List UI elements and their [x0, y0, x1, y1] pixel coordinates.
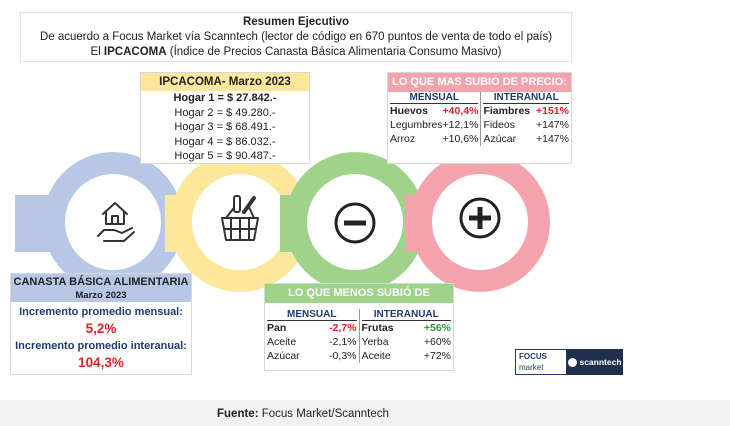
item-name: Arroz: [390, 133, 416, 145]
mas-subio-title: LO QUE MAS SUBIÓ DE PRECIO:: [388, 73, 571, 92]
footer-source: Fuente: Focus Market/Scanntech: [217, 408, 389, 420]
ipcacoma-row: Hogar 5 = $ 90.487.-: [174, 150, 276, 162]
basket-icon: [221, 195, 259, 241]
focus-logo-line2: market: [519, 363, 544, 372]
header-line3: El IPCACOMA (Índice de Precios Canasta B…: [21, 45, 571, 60]
mas-mensual-col: MENSUAL Huevos +40,4% Legumbres +12,1% Arr…: [388, 92, 480, 146]
footer-source-text: Focus Market/Scanntech: [258, 408, 389, 420]
item-name: Azúcar: [267, 350, 300, 362]
list-item: Arroz +10,6%: [390, 132, 478, 146]
header-line2: De acuerdo a Focus Market vía Scanntech …: [39, 31, 553, 43]
item-value: +147%: [536, 133, 569, 145]
item-name: Aceite: [361, 350, 391, 362]
item-value: +12,1%: [442, 119, 479, 131]
item-name: Yerba: [361, 336, 389, 348]
list-item: Azúcar -0,3%: [267, 349, 357, 363]
item-name: Fiambres: [483, 105, 531, 117]
item-name: Azúcar: [483, 133, 517, 145]
ipcacoma-title: IPCACOMA- Marzo 2023: [141, 73, 309, 91]
menos-interanual-label: INTERANUAL: [361, 309, 451, 321]
menos-subio-columns: MENSUAL Pan -2,7% Aceite -2,1% Azúcar -0,3%…: [265, 309, 453, 363]
house-hand-icon: [97, 202, 135, 242]
header-line3-suffix: (Índice de Precios Canasta Básica Alimen…: [166, 46, 502, 58]
menos-mensual-col: MENSUAL Pan -2,7% Aceite -2,1% Azúcar -0,3%: [265, 309, 359, 363]
item-value: -2,1%: [329, 336, 357, 348]
list-item: Pan -2,7%: [267, 321, 357, 335]
menos-interanual-col: INTERANUAL Frutas +56% Yerba +60% Aceite +7…: [358, 309, 454, 363]
canasta-mensual-value: 5,2%: [85, 321, 117, 336]
header-box: Resumen Ejecutivo De acuerdo a Focus Mar…: [20, 12, 572, 62]
mas-mensual-label: MENSUAL: [390, 92, 479, 104]
canasta-interanual-value: 104,3%: [78, 355, 124, 370]
menos-mensual-label: MENSUAL: [267, 309, 357, 321]
mas-interanual-col: INTERANUAL Fiambres +151% Fideos +147% Azú…: [480, 92, 571, 146]
ipcacoma-row: Hogar 2 = $ 49.280.-: [174, 106, 276, 119]
list-item: Fiambres +151%: [483, 104, 569, 118]
focus-logo-line1: FOCUS: [519, 352, 547, 361]
footer-label: Fuente:: [217, 408, 259, 420]
item-name: Pan: [267, 322, 287, 334]
list-item: Aceite -2,1%: [267, 335, 357, 349]
item-value: +147%: [536, 119, 569, 131]
header-line3-prefix: El: [90, 46, 104, 58]
ipcacoma-row: Hogar 4 = $ 86.032.-: [174, 135, 276, 148]
header-title: Resumen Ejecutivo: [242, 16, 350, 28]
item-name: Huevos: [390, 105, 428, 117]
item-value: +40,4%: [442, 105, 479, 117]
item-value: +60%: [423, 336, 451, 348]
scanntech-logo: scanntech: [567, 349, 623, 375]
minus-icon: [334, 202, 376, 244]
scanntech-text: scanntech: [579, 357, 622, 367]
header-line3-bold: IPCACOMA: [103, 46, 167, 58]
canasta-header: CANASTA BÁSICA ALIMENTARIA Marzo 2023: [11, 274, 191, 302]
canasta-title: CANASTA BÁSICA ALIMENTARIA: [13, 276, 189, 288]
footer: Fuente: Focus Market/Scanntech: [0, 400, 730, 426]
item-name: Aceite: [267, 336, 297, 348]
focus-market-logo: FOCUS market: [515, 349, 567, 375]
canasta-month: Marzo 2023: [75, 290, 127, 301]
item-value: +151%: [536, 105, 569, 117]
list-item: Yerba +60%: [362, 335, 452, 349]
list-item: Frutas +56%: [362, 321, 452, 335]
menos-subio-title: LO QUE MENOS SUBIÓ DE PRECIO:: [265, 284, 453, 318]
item-value: -2,7%: [329, 322, 357, 334]
mas-interanual-label: INTERANUAL: [483, 92, 569, 104]
item-name: Fideos: [483, 119, 515, 131]
mas-subio-box: LO QUE MAS SUBIÓ DE PRECIO: MENSUAL Huev…: [387, 72, 572, 164]
list-item: Azúcar +147%: [483, 132, 569, 146]
mas-subio-columns: MENSUAL Huevos +40,4% Legumbres +12,1% Arr…: [388, 92, 571, 146]
item-value: -0,3%: [329, 350, 357, 362]
ipcacoma-row: Hogar 3 = $ 68.491.-: [174, 121, 276, 133]
logos: FOCUS market scanntech: [515, 349, 623, 375]
list-item: Aceite +72%: [362, 349, 452, 363]
menos-subio-box: LO QUE MENOS SUBIÓ DE PRECIO: MENSUAL Pa…: [264, 283, 454, 371]
item-value: +10,6%: [442, 133, 479, 145]
ipcacoma-box: IPCACOMA- Marzo 2023 Hogar 1 = $ 27.842.…: [140, 72, 310, 164]
list-item: Huevos +40,4%: [390, 104, 478, 118]
item-value: +56%: [423, 322, 451, 334]
scanntech-mark-icon: [568, 357, 578, 367]
item-value: +72%: [423, 350, 451, 362]
list-item: Fideos +147%: [483, 118, 569, 132]
item-name: Frutas: [361, 322, 394, 334]
canasta-mensual-label: Incremento promedio mensual:: [19, 306, 183, 318]
canasta-interanual-label: Incremento promedio interanual:: [15, 340, 187, 352]
plus-icon: [459, 197, 501, 239]
canasta-box: CANASTA BÁSICA ALIMENTARIA Marzo 2023 In…: [10, 273, 192, 375]
list-item: Legumbres +12,1%: [390, 118, 478, 132]
item-name: Legumbres: [390, 119, 443, 131]
ipcacoma-row: Hogar 1 = $ 27.842.-: [173, 92, 277, 104]
